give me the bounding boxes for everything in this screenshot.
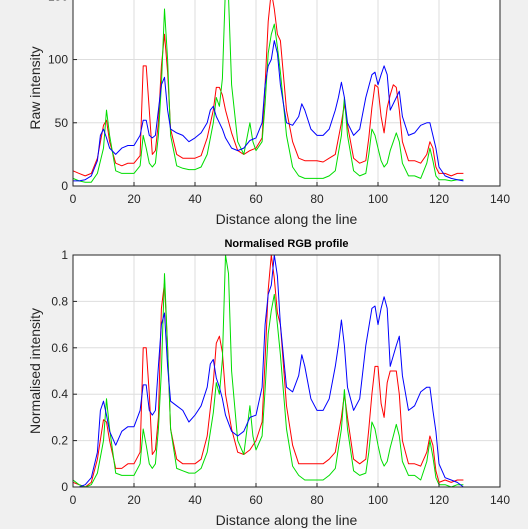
raw-series-0 <box>72 0 464 177</box>
raw-xlabel: Distance along the line <box>216 211 358 227</box>
norm-xtick-label: 140 <box>490 493 510 507</box>
raw-xtick-label: 0 <box>70 192 77 206</box>
raw-xtick-label: 60 <box>249 192 263 206</box>
norm-xtick-label: 20 <box>127 493 141 507</box>
raw-xtick-label: 40 <box>188 192 202 206</box>
norm-ytick-label: 0 <box>61 480 68 494</box>
raw-chart: 0 20 40 60 80 100 120 140 0 50 100 150 Distance alon… <box>27 0 510 227</box>
norm-ytick-label: 0.8 <box>51 294 68 308</box>
raw-axes-box <box>72 0 501 187</box>
norm-ytick-label: 0.2 <box>51 434 68 448</box>
raw-xtick-label: 120 <box>429 192 449 206</box>
norm-axes-box <box>72 254 501 488</box>
raw-series-1 <box>72 0 464 183</box>
norm-xtick-label: 100 <box>368 493 388 507</box>
norm-chart: 0 20 40 60 80 100 120 140 0 0.2 0.4 0.6 0.8 1 Distance… <box>27 238 510 528</box>
norm-xtick-label: 60 <box>249 493 263 507</box>
raw-ytick-label: 0 <box>61 179 68 193</box>
norm-xtick-label: 0 <box>70 493 77 507</box>
norm-ytick-label: 1 <box>61 248 68 262</box>
norm-ylabel: Normalised intensity <box>27 308 43 434</box>
norm-title: Normalised RGB profile <box>224 238 348 250</box>
raw-ylabel: Raw intensity <box>27 46 43 129</box>
norm-xtick-label: 40 <box>188 493 202 507</box>
norm-series-2 <box>73 254 464 488</box>
raw-xtick-label: 140 <box>490 192 510 206</box>
raw-ytick-label: 50 <box>55 116 69 130</box>
raw-xtick-label: 20 <box>127 192 141 206</box>
raw-plot-area <box>73 0 500 186</box>
norm-plot-area <box>73 255 500 487</box>
norm-series-1 <box>72 254 464 488</box>
raw-series-2 <box>73 40 464 182</box>
raw-ytick-label: 150 <box>48 0 68 3</box>
raw-ytick-label: 100 <box>48 53 68 67</box>
raw-xtick-label: 80 <box>310 192 324 206</box>
norm-ytick-label: 0.6 <box>51 341 68 355</box>
norm-xtick-label: 120 <box>429 493 449 507</box>
norm-xtick-label: 80 <box>310 493 324 507</box>
raw-xtick-label: 100 <box>368 192 388 206</box>
norm-xlabel: Distance along the line <box>216 512 358 528</box>
norm-ytick-label: 0.4 <box>51 387 68 401</box>
